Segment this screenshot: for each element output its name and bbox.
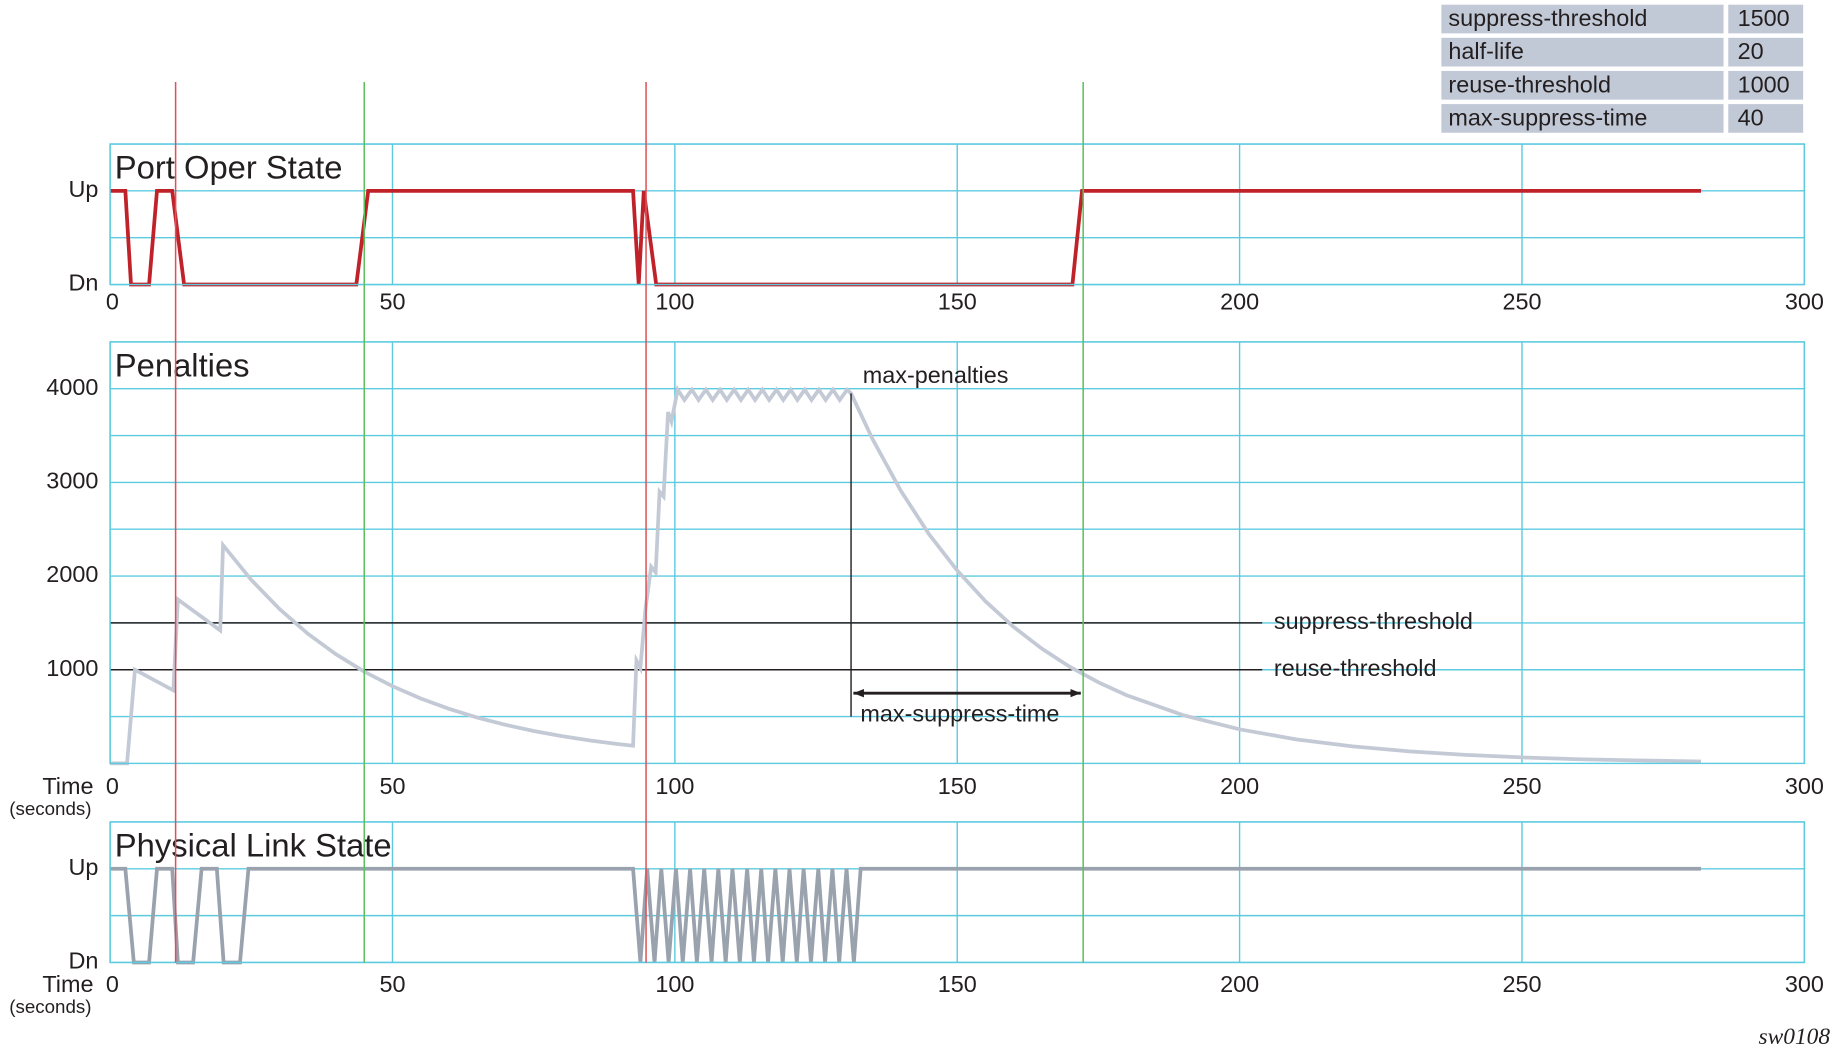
panel-frame <box>109 341 1806 765</box>
x-axis-label: Time <box>42 773 93 799</box>
param-value: 40 <box>1738 104 1764 130</box>
x-tick-label: 300 <box>1785 971 1824 997</box>
x-tick-label: 150 <box>938 971 977 997</box>
param-name: half-life <box>1448 38 1523 64</box>
param-value: 20 <box>1738 38 1764 64</box>
panel-frame <box>109 821 1806 964</box>
table-cell <box>1441 104 1724 133</box>
x-tick-label: 0 <box>106 773 119 799</box>
table-cell <box>1441 4 1724 34</box>
table-cell <box>1728 104 1804 133</box>
panel-frame <box>109 143 1806 286</box>
threshold-label: suppress-threshold <box>1274 608 1473 634</box>
annotation: max-penalties <box>863 362 1009 388</box>
panel-title: Port Oper State <box>115 148 343 185</box>
x-tick-label: 0 <box>106 971 119 997</box>
x-tick-label: 100 <box>655 288 694 314</box>
x-tick-label: 200 <box>1220 288 1259 314</box>
x-axis-unit: (seconds) <box>9 996 91 1017</box>
data-line <box>110 866 1702 965</box>
param-value: 1000 <box>1738 71 1790 97</box>
span-label: max-suppress-time <box>860 701 1059 727</box>
table-cell <box>1441 70 1724 100</box>
x-axis-label: Time <box>42 971 93 997</box>
y-tick-label: Up <box>68 176 98 202</box>
x-tick-label: 250 <box>1502 773 1541 799</box>
x-axis-unit: (seconds) <box>9 798 91 819</box>
x-tick-label: 50 <box>379 288 405 314</box>
x-tick-label: 100 <box>655 773 694 799</box>
threshold-label: reuse-threshold <box>1274 655 1437 681</box>
data-line <box>110 384 1702 766</box>
y-tick-label: 2000 <box>46 561 98 587</box>
param-name: max-suppress-time <box>1448 104 1647 130</box>
x-tick-label: 250 <box>1502 288 1541 314</box>
x-tick-label: 300 <box>1785 288 1824 314</box>
y-tick-label: Up <box>68 854 98 880</box>
x-tick-label: 50 <box>379 773 405 799</box>
y-tick-label: 3000 <box>46 468 98 494</box>
table-cell <box>1441 37 1724 67</box>
x-tick-label: 100 <box>655 971 694 997</box>
x-tick-label: 250 <box>1502 971 1541 997</box>
panel-title: Physical Link State <box>115 826 392 863</box>
y-tick-label: 4000 <box>46 374 98 400</box>
table-cell <box>1728 37 1804 67</box>
table-cell <box>1728 70 1804 100</box>
x-tick-label: 0 <box>106 288 119 314</box>
panel-title: Penalties <box>115 346 250 383</box>
x-tick-label: 50 <box>379 971 405 997</box>
y-tick-label: Dn <box>68 270 98 296</box>
x-tick-label: 150 <box>938 288 977 314</box>
x-tick-label: 200 <box>1220 773 1259 799</box>
y-tick-label: Dn <box>68 948 98 974</box>
x-tick-label: 300 <box>1785 773 1824 799</box>
param-name: suppress-threshold <box>1448 5 1647 31</box>
y-tick-label: 1000 <box>46 655 98 681</box>
param-name: reuse-threshold <box>1448 71 1611 97</box>
table-cell <box>1728 4 1804 34</box>
x-tick-label: 200 <box>1220 971 1259 997</box>
footer: sw0108 <box>1759 1024 1831 1050</box>
param-value: 1500 <box>1738 5 1790 31</box>
x-tick-label: 150 <box>938 773 977 799</box>
